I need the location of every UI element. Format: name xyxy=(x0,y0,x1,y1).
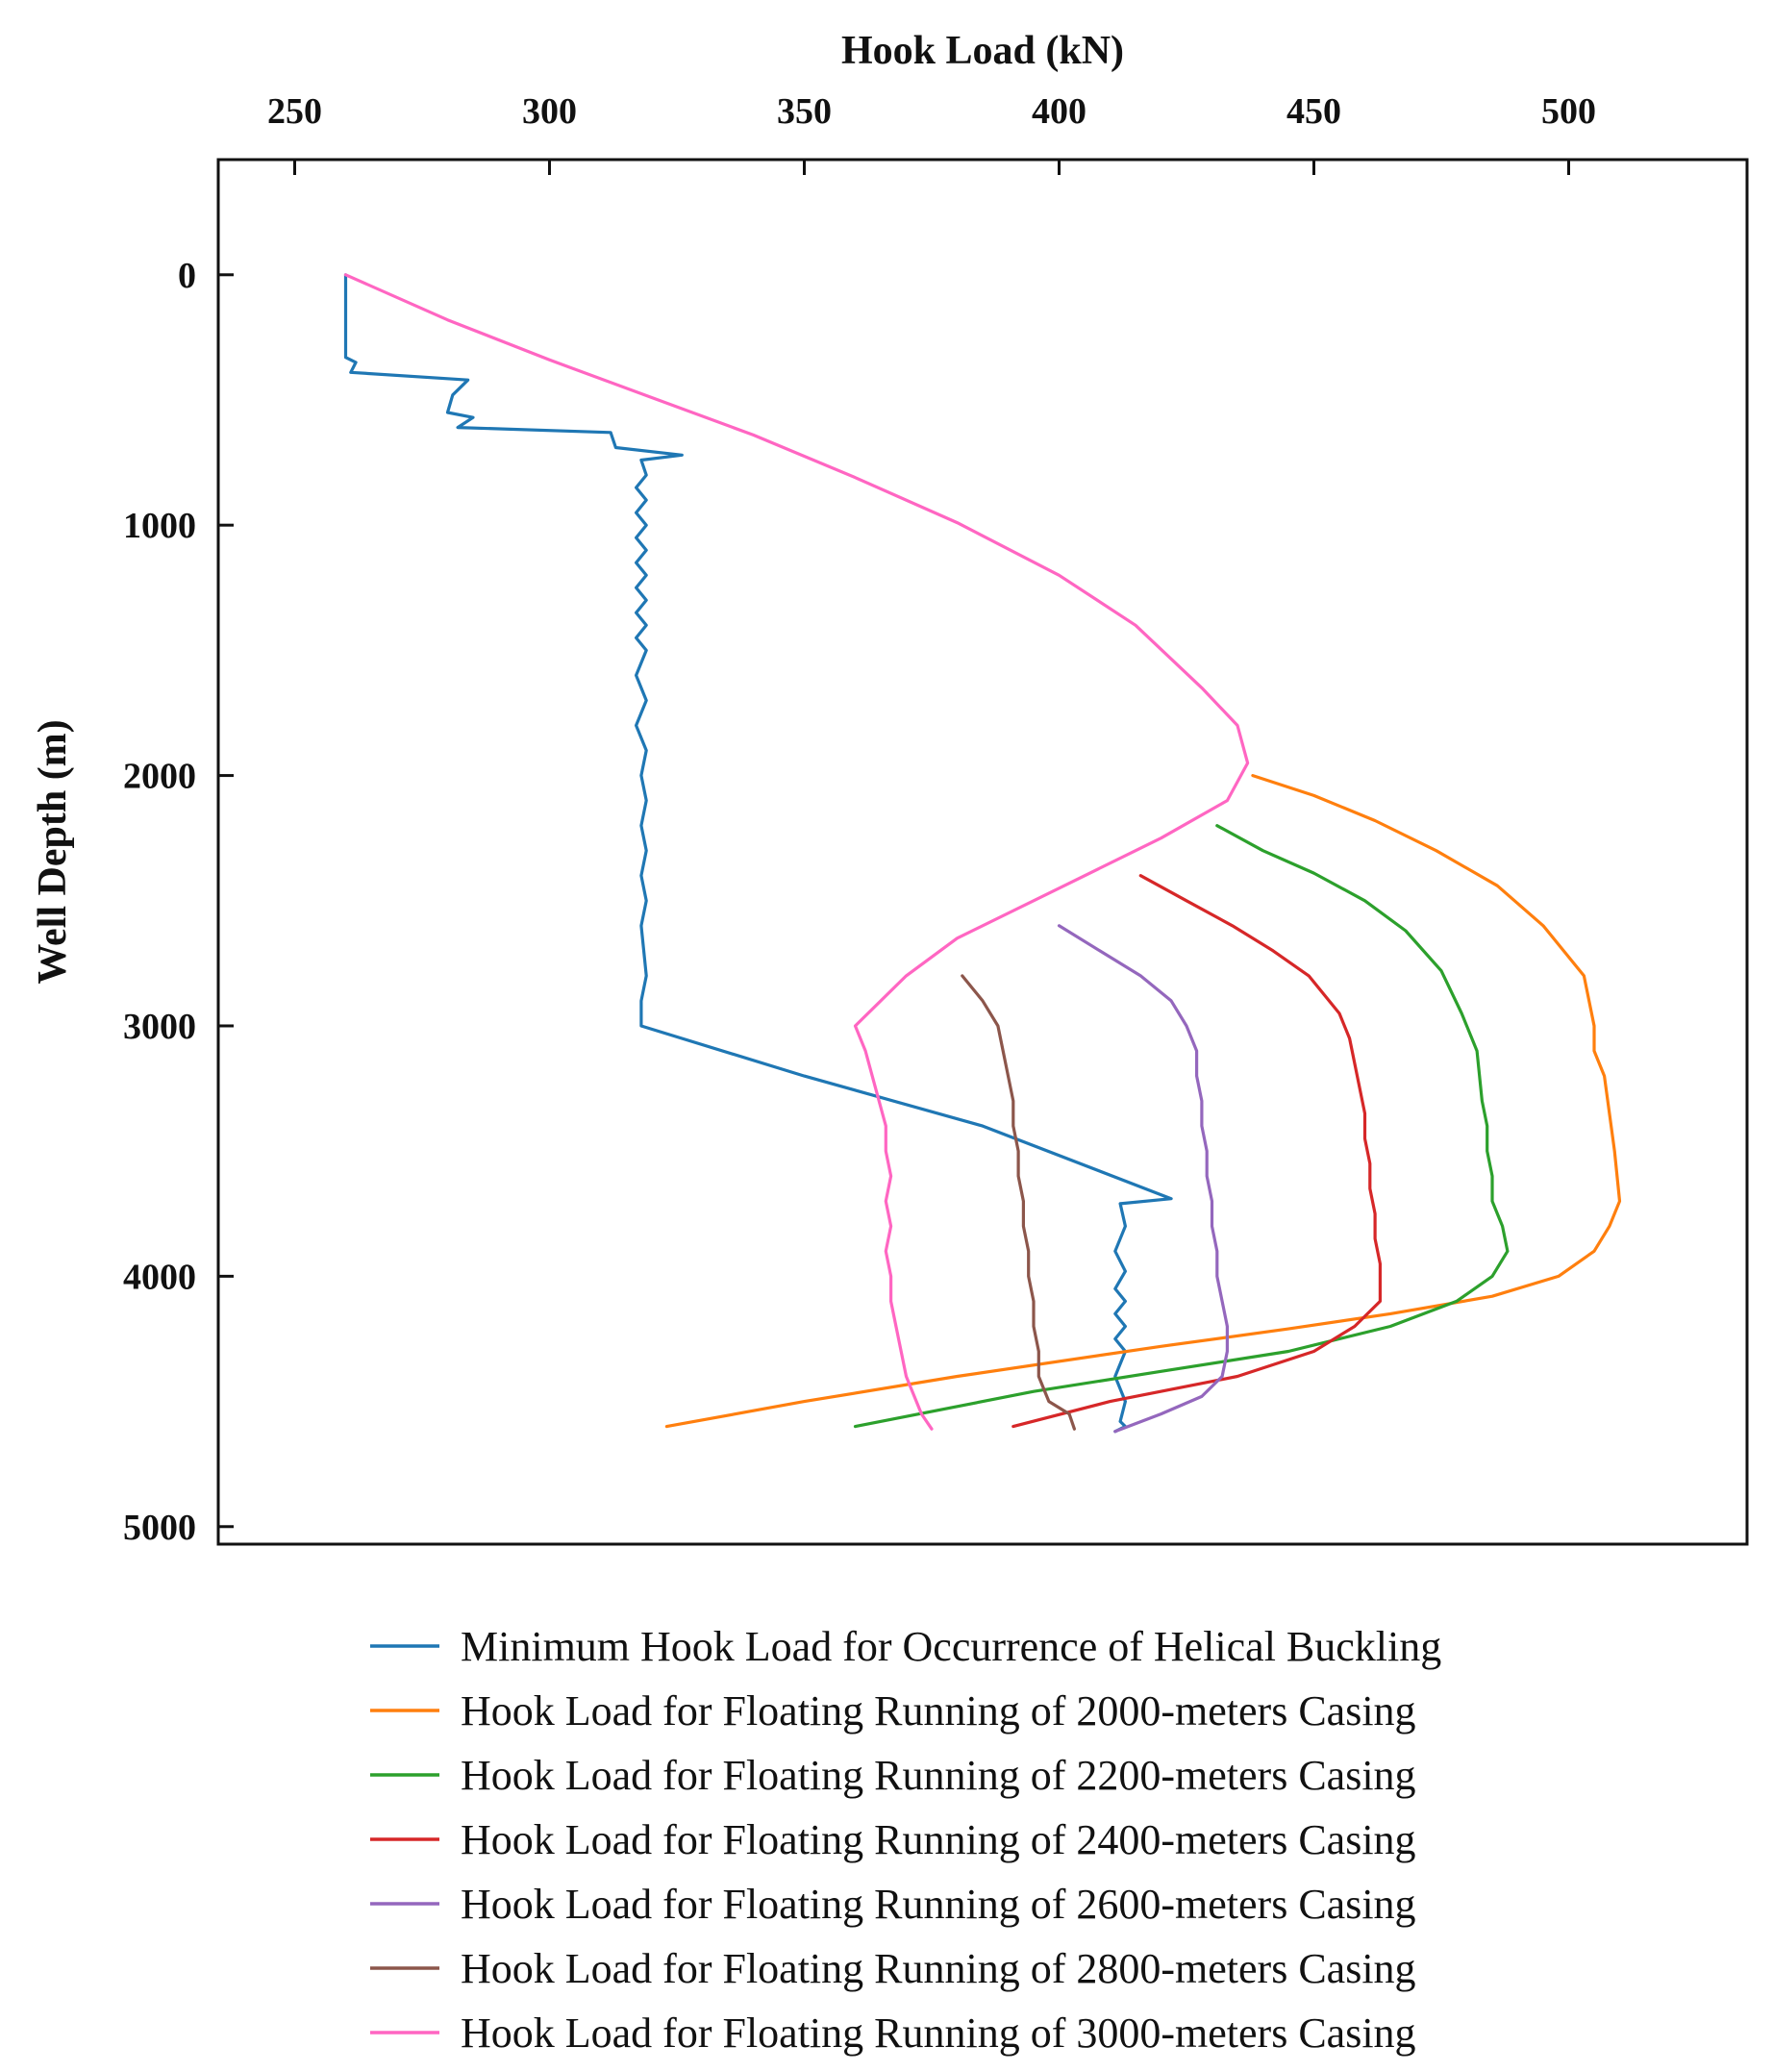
series-line-1 xyxy=(343,273,1173,1434)
legend-label: Hook Load for Floating Running of 2600-m… xyxy=(461,1881,1416,1928)
series-line-2 xyxy=(664,773,1622,1429)
legend-label: Hook Load for Floating Running of 3000-m… xyxy=(461,2010,1416,2057)
x-axis-title: Hook Load (kN) xyxy=(841,29,1124,73)
y-tick-label: 2000 xyxy=(123,757,196,797)
series-line-6 xyxy=(961,974,1077,1431)
y-tick-label: 1000 xyxy=(123,506,196,546)
legend: Minimum Hook Load for Occurrence of Heli… xyxy=(370,1623,1441,2057)
y-axis-ticks: 0 1000 2000 3000 4000 5000 xyxy=(123,256,234,1548)
y-tick-label: 3000 xyxy=(123,1007,196,1047)
x-tick-label: 250 xyxy=(267,91,322,132)
y-tick-label: 0 xyxy=(178,256,196,296)
legend-label: Hook Load for Floating Running of 2000-m… xyxy=(461,1687,1416,1735)
x-tick-label: 400 xyxy=(1032,91,1086,132)
x-tick-label: 500 xyxy=(1541,91,1596,132)
legend-label: Minimum Hook Load for Occurrence of Heli… xyxy=(461,1623,1441,1670)
x-axis-ticks: 250 300 350 400 450 500 xyxy=(267,91,1596,175)
series-line-5 xyxy=(1057,924,1230,1434)
legend-label: Hook Load for Floating Running of 2400-m… xyxy=(461,1816,1416,1863)
legend-label: Hook Load for Floating Running of 2200-m… xyxy=(461,1752,1416,1799)
series-line-4 xyxy=(1011,874,1383,1429)
y-axis-title: Well Depth (m) xyxy=(31,719,75,984)
x-tick-label: 350 xyxy=(777,91,832,132)
series-lines xyxy=(343,273,1622,1434)
y-tick-label: 4000 xyxy=(123,1257,196,1297)
x-tick-label: 450 xyxy=(1286,91,1341,132)
legend-label: Hook Load for Floating Running of 2800-m… xyxy=(461,1945,1416,1992)
y-tick-label: 5000 xyxy=(123,1508,196,1548)
plot-frame xyxy=(216,158,1749,1546)
series-line-3 xyxy=(853,824,1510,1429)
x-tick-label: 300 xyxy=(522,91,577,132)
series-line-7 xyxy=(343,273,1250,1431)
